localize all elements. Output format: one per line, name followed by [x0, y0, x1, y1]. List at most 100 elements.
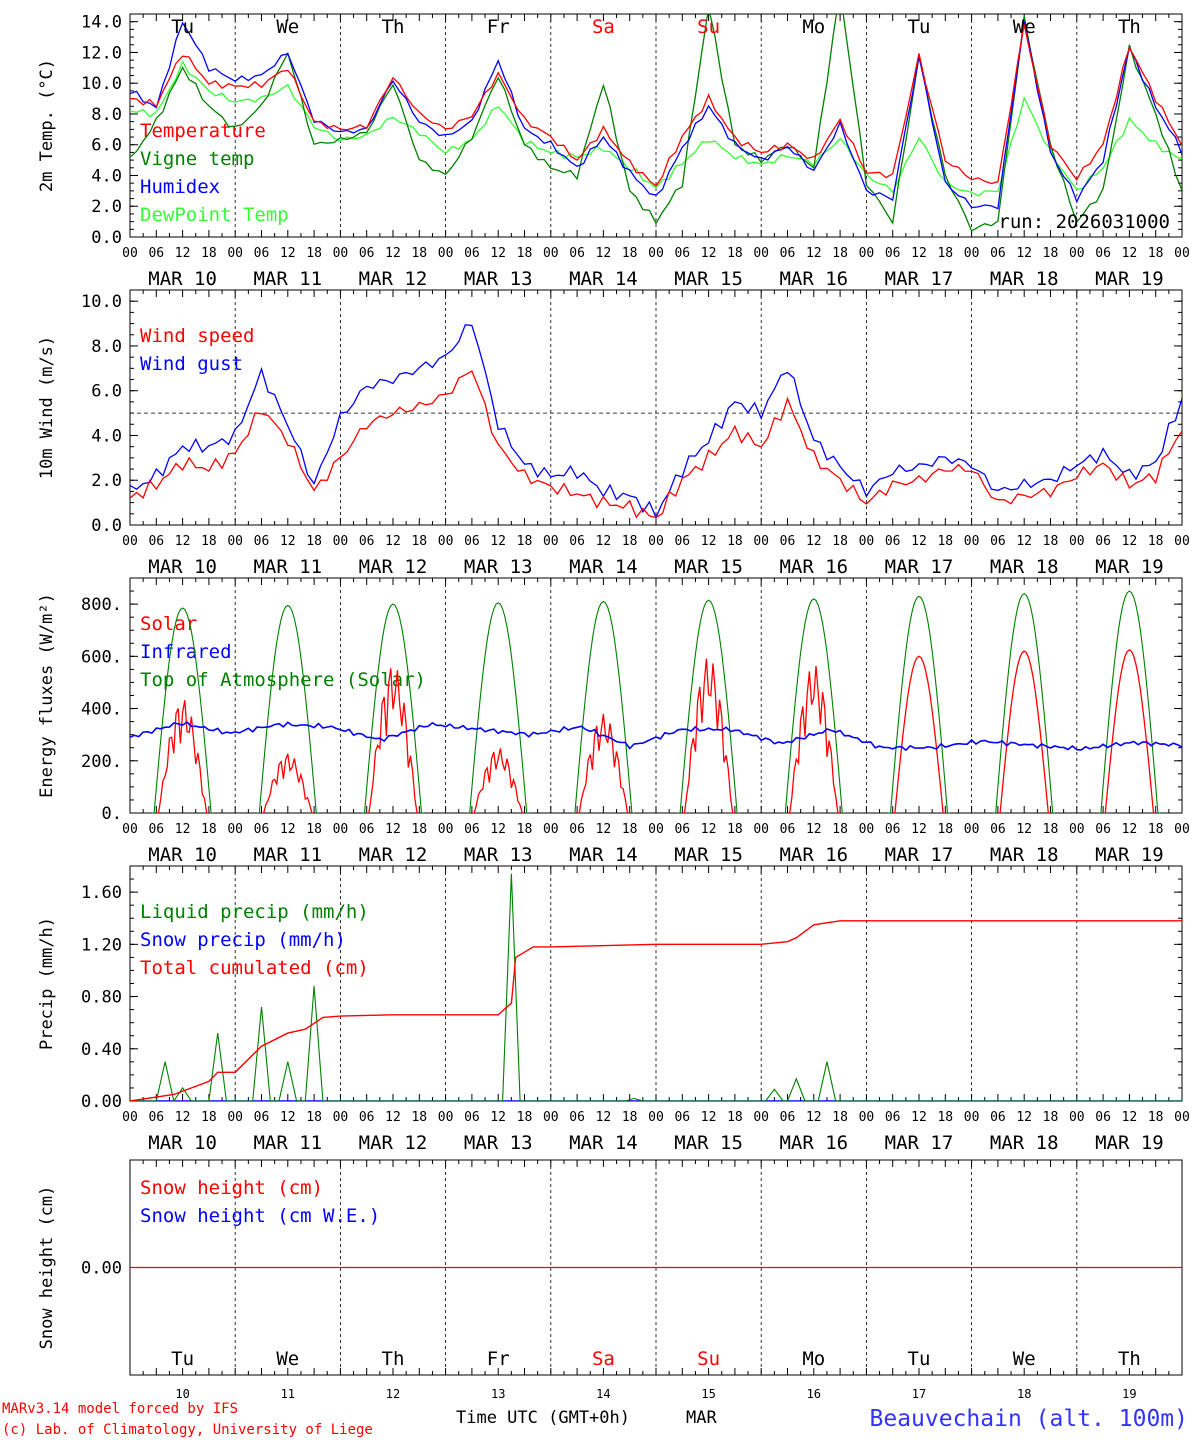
- hour-tick-label: 06: [569, 822, 585, 837]
- hour-tick-label: 00: [122, 246, 138, 261]
- y-tick-label: 0.40: [81, 1040, 122, 1060]
- hour-tick-label: 12: [385, 534, 401, 549]
- hour-tick-label: 06: [148, 534, 164, 549]
- legend-top-of-atmosphere-solar-: Top of Atmosphere (Solar): [140, 669, 426, 691]
- hour-tick-label: 18: [622, 246, 638, 261]
- weekday-label: Th: [1118, 1348, 1141, 1370]
- toa-solar-day-7: [783, 598, 845, 813]
- legend-wind-gust: Wind gust: [140, 353, 243, 375]
- hour-tick-label: 00: [964, 1110, 980, 1125]
- hour-tick-label: 12: [911, 534, 927, 549]
- weekday-label: Mo: [802, 16, 825, 38]
- hour-tick-label: 06: [569, 1110, 585, 1125]
- hour-tick-label: 00: [1069, 1110, 1085, 1125]
- series-wind-speed: [130, 370, 1182, 519]
- solar-day-5: [577, 713, 630, 813]
- legend-solar: Solar: [140, 613, 197, 635]
- hour-tick-label: 18: [727, 1110, 743, 1125]
- hour-tick-label: 18: [517, 246, 533, 261]
- hour-tick-label: 00: [543, 822, 559, 837]
- date-label: MAR 19: [1095, 556, 1164, 578]
- hour-tick-label: 06: [674, 246, 690, 261]
- hour-tick-label: 12: [911, 1110, 927, 1125]
- toa-solar-day-3: [362, 603, 424, 813]
- day-number-label: 13: [491, 1387, 505, 1401]
- hour-tick-label: 00: [1069, 822, 1085, 837]
- hour-tick-label: 00: [438, 534, 454, 549]
- y-tick-label: 10.0: [81, 74, 122, 94]
- hour-tick-label: 06: [674, 822, 690, 837]
- y-tick-label: 1.60: [81, 883, 122, 903]
- hour-tick-label: 00: [333, 822, 349, 837]
- weekday-label: Fr: [487, 1348, 510, 1370]
- hour-tick-label: 18: [727, 246, 743, 261]
- y-tick-label: 0.0: [91, 228, 122, 248]
- weekday-label: Sa: [592, 1348, 615, 1370]
- hour-tick-label: 12: [1122, 534, 1138, 549]
- y-axis-label: Energy fluxes (W/m²): [37, 593, 57, 798]
- date-label: MAR 18: [990, 268, 1059, 290]
- series-temperature: [130, 24, 1182, 187]
- date-label: MAR 17: [885, 556, 954, 578]
- hour-tick-label: 00: [964, 534, 980, 549]
- day-number-label: 10: [175, 1387, 189, 1401]
- hour-tick-label: 00: [333, 1110, 349, 1125]
- hour-tick-label: 18: [727, 822, 743, 837]
- hour-tick-label: 18: [517, 1110, 533, 1125]
- hour-tick-label: 12: [1016, 534, 1032, 549]
- hour-tick-label: 06: [674, 534, 690, 549]
- hour-tick-label: 12: [1016, 246, 1032, 261]
- hour-tick-label: 18: [1043, 822, 1059, 837]
- y-tick-label: 0.00: [81, 1092, 122, 1112]
- hour-tick-label: 00: [333, 534, 349, 549]
- legend-vigne-temp: Vigne temp: [140, 148, 254, 170]
- toa-solar-day-10: [1098, 590, 1161, 813]
- panel-4: Precip (mm/h) 0.00 0.40 0.80 1.20 1.60 00 06 12 1…: [37, 865, 1190, 1154]
- hour-tick-label: 18: [201, 822, 217, 837]
- hour-tick-label: 12: [280, 246, 296, 261]
- hour-tick-label: 12: [596, 246, 612, 261]
- date-label: MAR 14: [569, 556, 638, 578]
- y-axis-label: Precip (mm/h): [37, 917, 57, 1050]
- y-tick-label: 10.0: [81, 292, 122, 312]
- hour-tick-label: 00: [859, 534, 875, 549]
- date-label: MAR 13: [464, 556, 533, 578]
- weekday-label: Sa: [592, 16, 615, 38]
- legend-wind-speed: Wind speed: [140, 325, 254, 347]
- solar-day-4: [471, 748, 525, 813]
- hour-tick-label: 00: [753, 1110, 769, 1125]
- y-tick-label: 0.: [102, 804, 122, 824]
- hour-tick-label: 18: [201, 534, 217, 549]
- hour-tick-label: 18: [201, 246, 217, 261]
- y-tick-label: 4.0: [91, 166, 122, 186]
- date-label: MAR 17: [885, 844, 954, 866]
- hour-tick-label: 18: [622, 534, 638, 549]
- panel-5: Snow height (cm) 0.00 Snow height (cm) Snow…: [37, 1159, 1183, 1401]
- date-label: MAR 12: [359, 268, 428, 290]
- legend-snow-height-cm-: Snow height (cm): [140, 1177, 323, 1199]
- y-tick-label: 4.0: [91, 426, 122, 446]
- legend-snow-height-cm-w-e-: Snow height (cm W.E.): [140, 1205, 380, 1227]
- hour-tick-label: 12: [175, 1110, 191, 1125]
- hour-tick-label: 00: [964, 246, 980, 261]
- weekday-label: We: [1013, 1348, 1036, 1370]
- hour-tick-label: 18: [306, 534, 322, 549]
- hour-tick-label: 18: [622, 822, 638, 837]
- weekday-label: Su: [697, 1348, 720, 1370]
- toa-solar-day-6: [677, 599, 740, 813]
- hour-tick-label: 18: [411, 534, 427, 549]
- hour-tick-label: 06: [359, 246, 375, 261]
- date-label: MAR 13: [464, 1132, 533, 1154]
- toa-solar-day-8: [888, 595, 950, 813]
- date-label: MAR 10: [148, 1132, 217, 1154]
- y-tick-label: 6.0: [91, 136, 122, 156]
- hour-tick-label: 18: [832, 1110, 848, 1125]
- hour-tick-label: 12: [490, 534, 506, 549]
- date-label: MAR 10: [148, 268, 217, 290]
- day-number-label: 14: [596, 1387, 610, 1401]
- weekday-label: Su: [697, 16, 720, 38]
- liquid-precip-series: [130, 873, 1182, 1101]
- hour-tick-label: 12: [1016, 822, 1032, 837]
- hour-tick-label: 06: [674, 1110, 690, 1125]
